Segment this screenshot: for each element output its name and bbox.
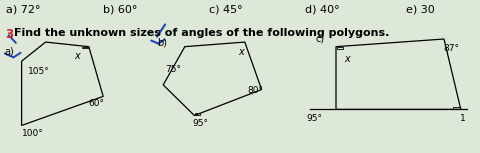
Text: 95°: 95°	[192, 119, 208, 128]
Text: c) 45°: c) 45°	[209, 5, 242, 15]
Text: e) 30: e) 30	[406, 5, 434, 15]
Text: a) 72°: a) 72°	[6, 5, 40, 15]
Text: d) 40°: d) 40°	[305, 5, 339, 15]
Text: x: x	[74, 51, 80, 61]
Text: 100°: 100°	[22, 129, 44, 138]
Bar	[82, 47, 89, 48]
Bar	[337, 47, 343, 49]
Text: x: x	[238, 47, 244, 57]
Bar	[453, 107, 460, 109]
Text: c): c)	[315, 34, 324, 44]
Text: 75°: 75°	[165, 65, 181, 74]
Text: 3: 3	[5, 28, 13, 41]
Text: 87°: 87°	[443, 44, 459, 53]
Text: 1: 1	[460, 114, 466, 123]
Text: 80°: 80°	[247, 86, 263, 95]
Text: 60°: 60°	[89, 99, 105, 108]
Text: b) 60°: b) 60°	[103, 5, 138, 15]
Text: a): a)	[5, 47, 14, 57]
Text: x: x	[345, 54, 350, 63]
Text: 105°: 105°	[28, 67, 49, 76]
Text: 95°: 95°	[306, 114, 322, 123]
Bar	[195, 113, 200, 115]
Text: b): b)	[157, 37, 168, 47]
Text: Find the unknown sizes of angles of the following polygons.: Find the unknown sizes of angles of the …	[14, 28, 390, 37]
